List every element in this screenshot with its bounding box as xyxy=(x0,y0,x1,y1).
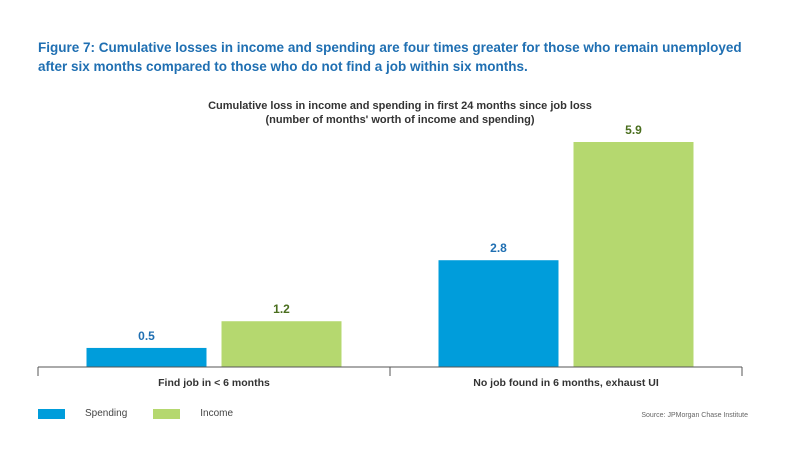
legend-item-spending: Spending xyxy=(38,408,127,419)
bar-income-1 xyxy=(573,142,694,367)
chart-title-block: Cumulative loss in income and spending i… xyxy=(0,99,800,127)
figure-title: Figure 7: Cumulative losses in income an… xyxy=(38,40,742,74)
legend-swatch-income xyxy=(153,408,181,419)
bar-income-0 xyxy=(221,321,342,367)
bar-spending-1 xyxy=(438,260,559,367)
data-label-spending-1: 2.8 xyxy=(490,241,507,255)
legend-swatch-spending xyxy=(38,408,65,419)
source-note: Source: JPMorgan Chase Institute xyxy=(641,412,748,419)
chart-subtitle: (number of months' worth of income and s… xyxy=(265,114,535,126)
data-label-income-1: 5.9 xyxy=(625,123,642,137)
legend-item-income: Income xyxy=(153,408,233,419)
legend-label-spending: Spending xyxy=(85,408,128,419)
category-label-0: Find job in < 6 months xyxy=(158,377,270,389)
bar-spending-0 xyxy=(86,347,207,367)
data-label-spending-0: 0.5 xyxy=(138,329,155,343)
legend-label-income: Income xyxy=(200,408,234,419)
chart-title: Cumulative loss in income and spending i… xyxy=(208,100,592,112)
category-label-1: No job found in 6 months, exhaust UI xyxy=(473,377,659,389)
legend: Spending Income xyxy=(38,408,259,419)
data-label-income-0: 1.2 xyxy=(273,302,290,316)
